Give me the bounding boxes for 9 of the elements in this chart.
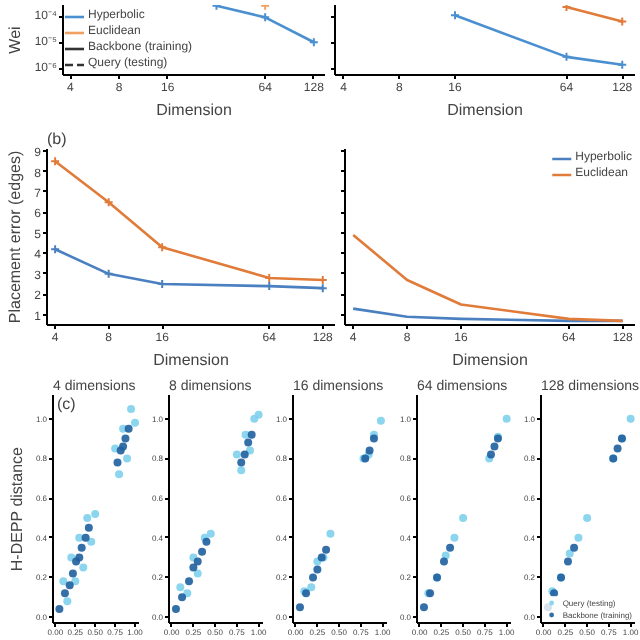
annotation: (c) bbox=[57, 395, 77, 413]
x-axis-title: Dimension bbox=[156, 101, 232, 119]
y-axis-title: Placement error (edges) bbox=[6, 150, 25, 324]
x-axis-title: Dimension bbox=[447, 101, 523, 119]
y-axis-title: Wei bbox=[6, 25, 25, 54]
x-axis-title: Dimension bbox=[452, 351, 528, 369]
chart-title: (b) bbox=[47, 130, 68, 148]
y-axis-title: H-DEPP distance bbox=[7, 445, 26, 572]
x-axis-title: Dimension bbox=[153, 351, 229, 369]
